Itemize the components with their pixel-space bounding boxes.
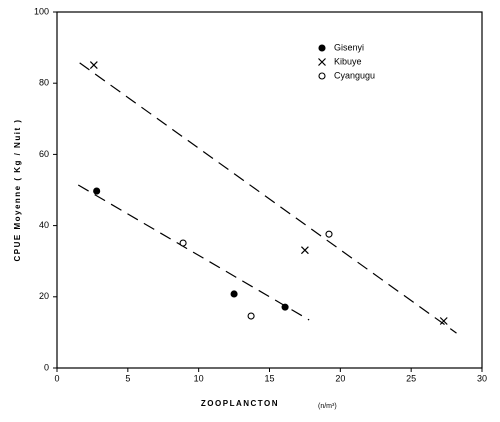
legend-marker	[318, 44, 326, 52]
x-tick-label: 10	[194, 373, 204, 383]
legend-marker	[318, 58, 326, 66]
plot-frame	[56, 11, 483, 369]
trend-line	[79, 62, 457, 334]
legend-label: Cyangugu	[334, 70, 375, 80]
point	[325, 230, 333, 238]
x-axis-unit: (n/m³)	[318, 403, 337, 410]
legend-label: Kibuye	[334, 56, 362, 66]
y-tick-label: 100	[34, 6, 49, 16]
x-tick-label: 20	[335, 373, 345, 383]
y-tick-label: 0	[44, 362, 49, 372]
y-tick-label: 60	[39, 149, 49, 159]
x-axis-label: ZOOPLANCTON	[201, 399, 279, 408]
point	[179, 239, 187, 247]
x-tick-label: 0	[54, 373, 59, 383]
y-tick-label: 80	[39, 78, 49, 88]
point	[300, 246, 309, 255]
x-tick-label: 15	[264, 373, 274, 383]
point	[247, 312, 255, 320]
point	[89, 61, 98, 69]
point	[281, 303, 289, 311]
y-tick-label: 40	[39, 220, 49, 230]
legend-marker	[318, 72, 326, 80]
point	[230, 290, 238, 298]
point	[93, 187, 101, 195]
x-tick-label: 5	[125, 373, 130, 383]
x-tick-label: 25	[406, 373, 416, 383]
x-tick-label: 30	[477, 373, 487, 383]
point	[439, 317, 448, 325]
y-tick-label: 20	[39, 291, 49, 301]
legend-label: Gisenyi	[334, 42, 364, 52]
trend-line	[77, 184, 310, 321]
y-axis-label: CPUE Moyenne ( Kg / Nuit )	[13, 119, 22, 262]
